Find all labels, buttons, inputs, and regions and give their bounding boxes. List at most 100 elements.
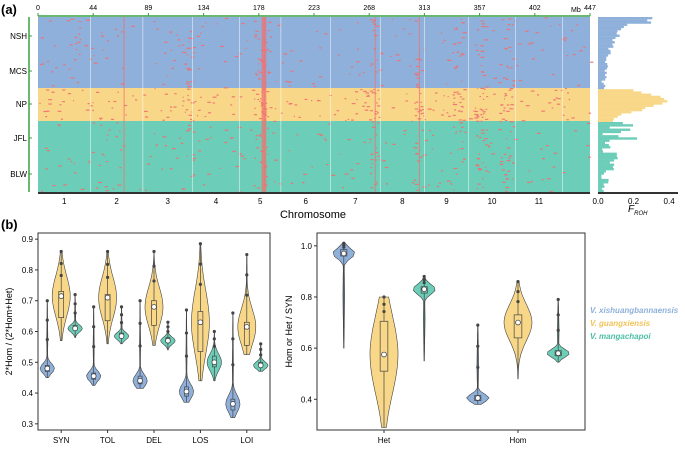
roh-segment — [414, 102, 416, 104]
roh-segment — [507, 67, 510, 69]
roh-segment — [507, 170, 511, 172]
roh-segment — [317, 133, 322, 135]
roh-segment — [485, 26, 489, 28]
x-tick-label: LOI — [240, 436, 253, 445]
roh-segment — [371, 92, 375, 94]
plot-frame — [316, 232, 586, 431]
roh-segment — [460, 148, 464, 150]
roh-segment — [268, 153, 270, 155]
roh-segment — [588, 112, 592, 114]
roh-segment — [62, 101, 65, 103]
roh-segment — [188, 124, 192, 127]
roh-segment — [385, 183, 388, 185]
roh-segment — [246, 40, 248, 42]
x-tick-label: LOS — [192, 436, 208, 445]
roh-segment — [81, 89, 84, 91]
roh-segment — [42, 62, 44, 64]
roh-segment — [186, 83, 190, 85]
roh-segment — [324, 138, 326, 140]
roh-segment — [476, 165, 480, 167]
roh-segment — [544, 17, 548, 19]
roh-segment — [376, 59, 378, 61]
roh-segment — [194, 101, 197, 103]
roh-segment — [370, 187, 374, 189]
roh-segment — [316, 100, 321, 102]
outlier-point — [198, 262, 202, 266]
froh-bar — [598, 165, 613, 169]
roh-segment — [70, 160, 73, 163]
roh-segment — [432, 109, 435, 111]
roh-segment — [357, 48, 359, 50]
roh-segment — [88, 160, 91, 162]
froh-bar — [598, 69, 605, 72]
roh-segment — [255, 34, 258, 36]
roh-segment — [40, 37, 44, 39]
roh-segment — [192, 131, 196, 133]
roh-segment — [422, 154, 427, 156]
froh-bar — [598, 122, 623, 125]
roh-segment — [511, 24, 514, 26]
roh-segment — [198, 109, 201, 111]
roh-segment — [258, 72, 260, 74]
roh-segment — [192, 52, 195, 54]
outlier-point — [382, 295, 386, 299]
median-point — [197, 319, 204, 326]
roh-segment — [191, 111, 193, 113]
roh-segment — [232, 113, 235, 115]
roh-segment — [155, 143, 158, 145]
roh-segment — [354, 91, 359, 93]
roh-segment — [179, 137, 181, 139]
outlier-point — [59, 273, 63, 278]
roh-segment — [563, 39, 567, 41]
population-label: MCS — [9, 67, 27, 76]
roh-segment — [481, 71, 485, 73]
roh-segment — [474, 107, 477, 109]
top-axis-tick-label: 357 — [474, 5, 486, 12]
roh-segment — [481, 132, 485, 134]
roh-segment — [184, 111, 186, 113]
roh-segment — [356, 99, 358, 101]
roh-segment — [476, 116, 480, 118]
roh-segment — [453, 97, 456, 99]
roh-segment — [258, 78, 261, 80]
roh-segment — [586, 145, 590, 147]
froh-bar — [598, 34, 620, 37]
roh-segment — [125, 114, 127, 116]
median-point — [515, 319, 521, 326]
roh-segment — [219, 45, 224, 47]
legend: V. xishuangbannaensis V. guangxiensis V.… — [590, 306, 679, 341]
roh-segment — [188, 85, 192, 87]
roh-segment — [265, 42, 268, 44]
froh-bar — [598, 36, 616, 40]
roh-segment — [98, 181, 102, 184]
outlier-point — [516, 280, 520, 284]
outlier-point — [212, 329, 216, 334]
roh-segment — [313, 85, 316, 87]
outlier-point — [166, 325, 170, 329]
roh-segment — [238, 53, 243, 55]
roh-segment — [551, 74, 555, 76]
median-point — [165, 337, 171, 344]
froh-bar — [598, 17, 653, 20]
froh-bar — [598, 170, 606, 173]
roh-segment — [485, 166, 487, 168]
roh-segment — [351, 119, 354, 121]
y-tick-label: 0.6 — [301, 344, 313, 353]
outlier-point — [45, 299, 49, 303]
roh-segment — [452, 43, 457, 45]
froh-bar — [598, 97, 665, 101]
froh-bar — [598, 128, 631, 131]
outlier-point — [106, 249, 110, 254]
roh-segment — [505, 186, 510, 189]
froh-bar — [598, 82, 604, 86]
froh-bar — [598, 93, 652, 96]
roh-segment — [290, 50, 293, 52]
roh-segment — [78, 33, 81, 35]
roh-segment — [427, 184, 430, 186]
roh-segment — [117, 184, 122, 186]
roh-segment — [192, 47, 196, 49]
roh-segment — [377, 89, 380, 91]
roh-segment — [316, 30, 318, 32]
roh-segment — [99, 117, 103, 119]
roh-segment — [187, 94, 189, 97]
